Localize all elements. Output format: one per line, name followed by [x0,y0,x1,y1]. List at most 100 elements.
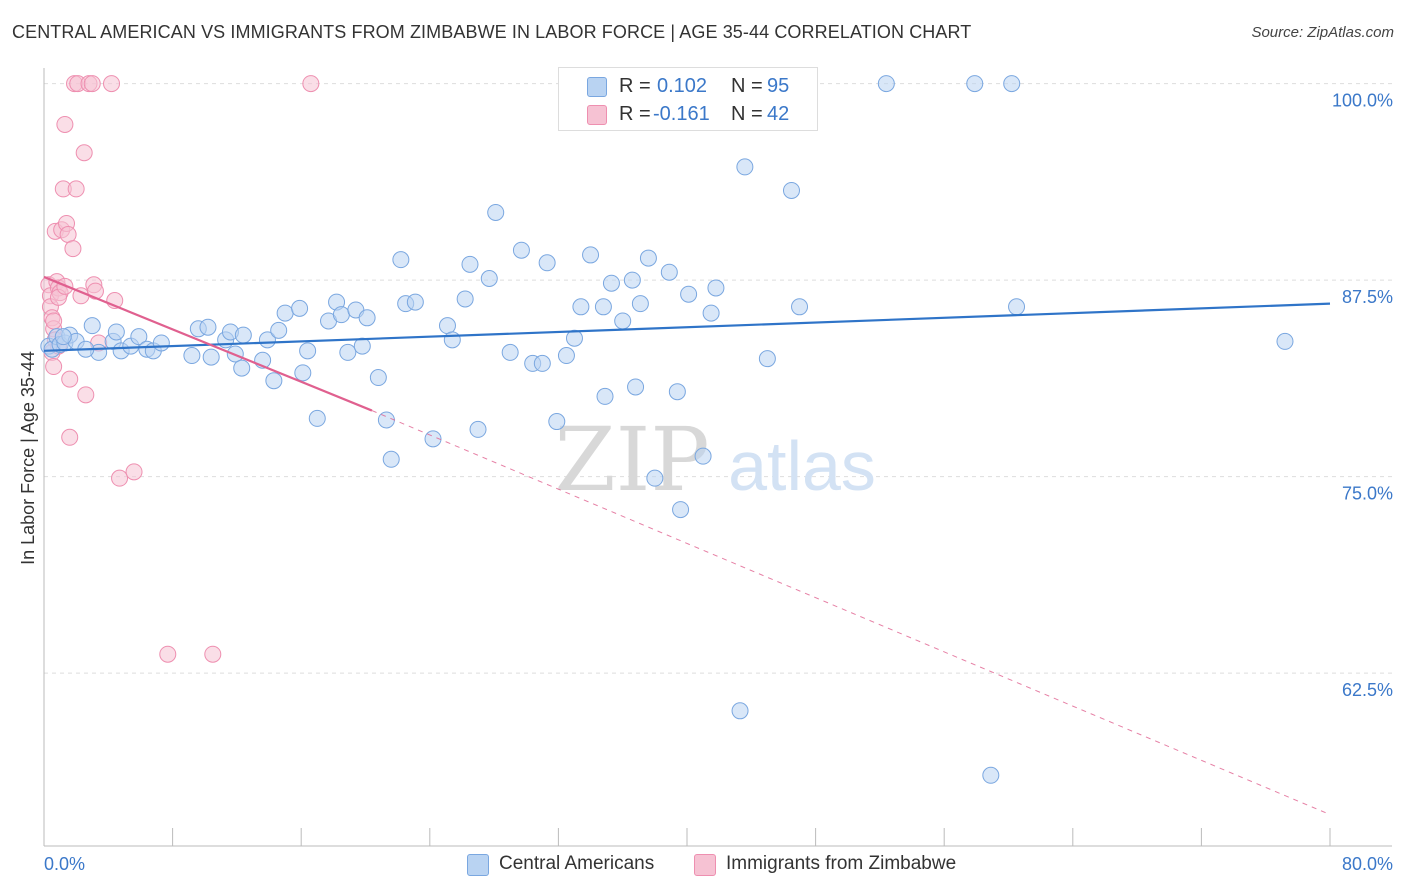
central-american-point [982,766,1000,784]
central-american-point [731,702,749,720]
legend-r-label: R = [619,103,651,125]
legend-swatch-pink [587,105,607,125]
axes [43,68,1392,847]
central-american-point [461,255,479,273]
bottom-legend-swatch-blue [467,854,489,876]
central-american-point [456,290,474,308]
zimbabwe-point [125,463,143,481]
zimbabwe-point [45,358,63,376]
central-american-point [438,317,456,335]
central-american-point [639,249,657,267]
legend-n-label: N = [731,75,763,97]
legend-n-label: N = [731,103,763,125]
central-american-point [501,343,519,361]
zimbabwe-point [45,312,63,330]
zimbabwe-point [111,469,129,487]
central-american-point [594,298,612,316]
watermark: ZIP atlas [554,408,876,511]
central-american-point [202,348,220,366]
central-american-point [680,285,698,303]
central-american-point [270,321,288,339]
central-american-point [233,359,251,377]
legend-swatch-blue [587,77,607,97]
central-american-point [469,420,487,438]
central-american-point [1003,75,1021,93]
source-label: Source: ZipAtlas.com [1251,24,1394,41]
central-american-point [299,342,317,360]
central-american-point [291,299,309,317]
y-tick-label: 62.5% [1342,680,1393,700]
central-american-point [332,306,350,324]
zimbabwe-point [159,645,177,663]
central-american-point [877,75,895,93]
central-american-point [358,309,376,327]
central-american-point [377,411,395,429]
zimbabwe-point [61,370,79,388]
central-american-point [758,350,776,368]
central-american-point [382,450,400,468]
central-american-point [107,323,125,341]
legend-n-value: 42 [767,103,790,125]
central-american-point [392,251,410,269]
legend-r-label: R = [619,75,651,97]
x-tick-label: 80.0% [1342,854,1393,874]
bottom-legend-label: Central Americans [499,853,655,874]
trend-lines [43,275,1331,816]
central-american-point [966,75,984,93]
central-american-point [694,447,712,465]
central-american-point [265,372,283,390]
central-american-point [707,279,725,297]
central-american-point [623,271,641,289]
central-american-point [130,328,148,346]
legend-r-value: -0.161 [653,103,710,125]
central-american-point [782,181,800,199]
central-american-point [596,387,614,405]
central-american-point [183,347,201,365]
central-american-point [443,331,461,349]
central-american-point [294,364,312,382]
central-american-point [487,203,505,221]
central-american-point [512,241,530,259]
zimbabwe-point [59,225,77,243]
bottom-legend-label: Immigrants from Zimbabwe [726,853,957,874]
central-american-point [1008,298,1026,316]
central-american-point [565,329,583,347]
zimbabwe-point [61,428,79,446]
zimbabwe-trend-extension [371,410,1331,816]
y-tick-label: 75.0% [1342,484,1393,504]
central-american-trend-line [43,302,1331,352]
central-american-point [353,337,371,355]
central-american-point [369,369,387,387]
central-american-point [582,246,600,264]
zimbabwe-point [103,75,121,93]
y-tick-label: 100.0% [1332,91,1393,111]
legend-n-value: 95 [767,75,790,97]
watermark-atlas: atlas [728,427,876,505]
tick-labels: 62.5% 75.0% 87.5% 100.0% 0.0% 80.0% [44,91,1393,874]
central-american-point [54,328,72,346]
central-american-point [480,270,498,288]
central-american-point [627,378,645,396]
zimbabwe-points [40,75,320,663]
central-american-point [557,347,575,365]
central-american-point [538,254,556,272]
central-american-point [736,158,754,176]
bottom-legend-swatch-pink [694,854,716,876]
zimbabwe-point [83,75,101,93]
zimbabwe-point [56,115,74,133]
central-american-point [548,413,566,431]
central-american-point [631,295,649,313]
central-american-point [602,274,620,292]
central-american-point [533,354,551,372]
central-american-point [572,298,590,316]
zimbabwe-trend-line [43,275,373,412]
central-american-point [614,312,632,330]
y-tick-label: 87.5% [1342,287,1393,307]
central-american-point [668,383,686,401]
stats-legend: R = 0.102 N = 95 R = -0.161 N = 42 [558,67,818,131]
central-american-point [702,304,720,322]
central-american-point [83,317,101,335]
zimbabwe-point [75,144,93,162]
central-american-point [660,263,678,281]
zimbabwe-point [64,240,82,258]
